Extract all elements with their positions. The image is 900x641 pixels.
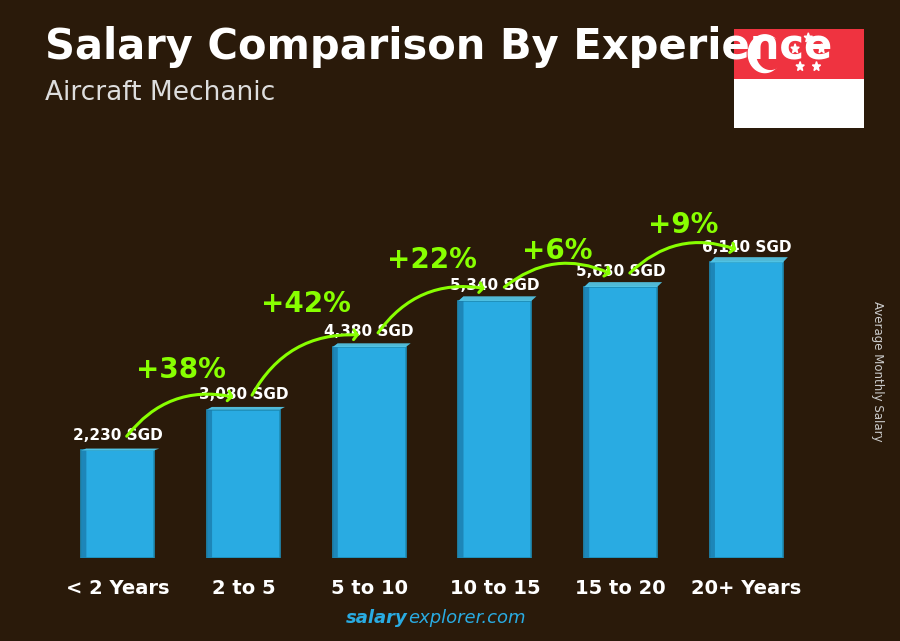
- Text: Aircraft Mechanic: Aircraft Mechanic: [45, 80, 275, 106]
- Text: 4,380 SGD: 4,380 SGD: [324, 324, 414, 340]
- Text: 5,630 SGD: 5,630 SGD: [576, 264, 665, 279]
- Polygon shape: [207, 407, 285, 410]
- Bar: [207, 410, 280, 558]
- Text: +42%: +42%: [261, 290, 351, 318]
- Polygon shape: [748, 35, 781, 72]
- Polygon shape: [458, 296, 536, 301]
- Polygon shape: [791, 44, 799, 53]
- Text: +9%: +9%: [648, 211, 718, 239]
- Polygon shape: [81, 449, 86, 558]
- Polygon shape: [710, 257, 788, 263]
- Polygon shape: [333, 344, 410, 347]
- Text: salary: salary: [346, 609, 408, 627]
- Polygon shape: [207, 407, 212, 558]
- Polygon shape: [81, 449, 159, 451]
- Text: 2,230 SGD: 2,230 SGD: [73, 428, 163, 443]
- Bar: [710, 263, 783, 558]
- Text: 5,340 SGD: 5,340 SGD: [450, 278, 540, 294]
- Text: explorer.com: explorer.com: [408, 609, 526, 627]
- Polygon shape: [584, 282, 662, 287]
- Bar: [734, 29, 864, 78]
- Text: +38%: +38%: [136, 356, 226, 384]
- Text: 6,140 SGD: 6,140 SGD: [701, 240, 791, 254]
- Polygon shape: [796, 62, 805, 71]
- Bar: [333, 347, 406, 558]
- Bar: [458, 301, 531, 558]
- Polygon shape: [710, 257, 715, 558]
- Text: +22%: +22%: [387, 246, 477, 274]
- Text: Average Monthly Salary: Average Monthly Salary: [871, 301, 884, 442]
- Polygon shape: [817, 44, 825, 53]
- Text: +6%: +6%: [523, 237, 593, 265]
- Bar: [734, 78, 864, 128]
- Polygon shape: [813, 62, 821, 71]
- Polygon shape: [458, 296, 464, 558]
- Bar: [81, 451, 154, 558]
- Polygon shape: [584, 282, 590, 558]
- Bar: [584, 287, 657, 558]
- Polygon shape: [757, 38, 784, 69]
- Text: Salary Comparison By Experience: Salary Comparison By Experience: [45, 26, 832, 68]
- Text: 3,080 SGD: 3,080 SGD: [199, 387, 288, 402]
- Polygon shape: [333, 344, 338, 558]
- Polygon shape: [805, 33, 813, 42]
